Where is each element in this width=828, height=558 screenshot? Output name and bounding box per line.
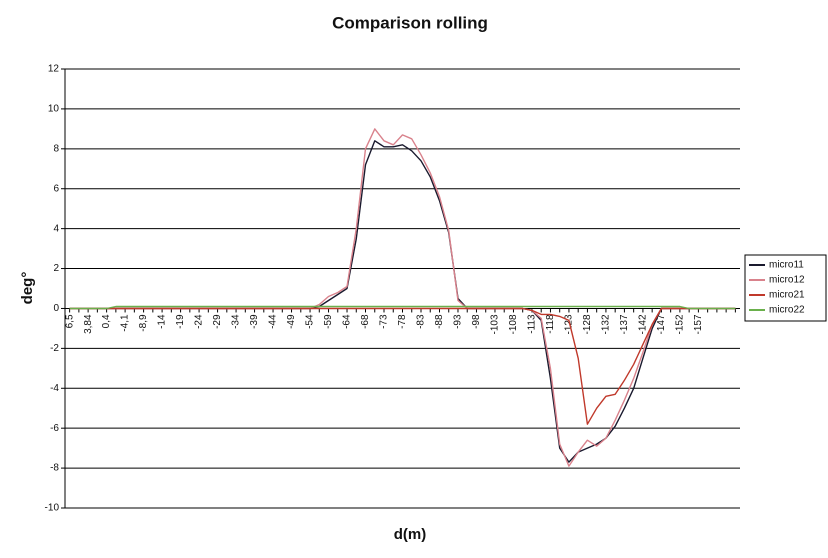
- x-tick-label: -103: [490, 314, 501, 334]
- x-tick-label: -88: [434, 314, 445, 329]
- x-tick-label: -108: [508, 314, 519, 334]
- x-tick-label: -123: [564, 314, 575, 334]
- series-line: [69, 307, 736, 425]
- y-tick-label: 0: [53, 303, 59, 314]
- x-tick-label: -29: [212, 314, 223, 329]
- x-tick-label: -118: [545, 314, 556, 334]
- y-tick-label: 10: [48, 104, 60, 115]
- y-tick-label: 12: [48, 64, 60, 75]
- x-tick-label: -44: [268, 314, 279, 329]
- y-tick-label: -6: [50, 423, 59, 434]
- x-tick-label: -49: [286, 314, 297, 329]
- y-tick-label: -2: [50, 343, 59, 354]
- x-tick-label: -24: [194, 314, 205, 329]
- x-tick-label: -59: [323, 314, 334, 329]
- x-tick-label: -64: [342, 314, 353, 329]
- legend-label: micro11: [769, 260, 804, 271]
- y-tick-label: 8: [53, 143, 59, 154]
- legend-label: micro21: [769, 290, 805, 301]
- x-tick-label: -137: [619, 314, 630, 334]
- y-tick-label: 6: [53, 183, 59, 194]
- x-tick-label: -113: [527, 314, 538, 334]
- x-tick-label: -128: [582, 314, 593, 334]
- x-tick-label: -8,9: [138, 314, 149, 332]
- legend-label: micro22: [769, 305, 805, 316]
- chart-title: Comparison rolling: [332, 13, 488, 32]
- x-tick-label: -98: [471, 314, 482, 329]
- legend-label: micro12: [769, 275, 805, 286]
- x-tick-label: -4,1: [120, 314, 131, 332]
- x-tick-label: -152: [675, 314, 686, 334]
- y-tick-label: -4: [50, 383, 59, 394]
- x-tick-label: 3,84: [83, 314, 94, 334]
- x-tick-label: -78: [397, 314, 408, 329]
- series-line: [69, 305, 736, 310]
- y-tick-label: -8: [50, 463, 59, 474]
- x-tick-label: -34: [231, 314, 242, 329]
- x-tick-label: -73: [379, 314, 390, 329]
- x-tick-label: -142: [638, 314, 649, 334]
- x-tick-label: 0,4: [101, 314, 112, 328]
- x-tick-label: -83: [416, 314, 427, 329]
- x-tick-label: -132: [601, 314, 612, 334]
- x-axis-label: d(m): [394, 526, 427, 543]
- x-tick-label: -39: [249, 314, 260, 329]
- x-tick-label: -19: [175, 314, 186, 329]
- x-tick-label: -147: [656, 314, 667, 334]
- y-axis-label: deg°: [19, 272, 36, 305]
- x-tick-label: -157: [693, 314, 704, 334]
- y-tick-label: 4: [53, 223, 59, 234]
- y-tick-label: -10: [45, 503, 60, 514]
- x-tick-label: -93: [453, 314, 464, 329]
- x-tick-label: -54: [305, 314, 316, 329]
- x-tick-label: 6,5: [64, 314, 75, 328]
- y-tick-label: 2: [53, 263, 59, 274]
- x-tick-label: -68: [360, 314, 371, 329]
- x-tick-label: -14: [157, 314, 168, 329]
